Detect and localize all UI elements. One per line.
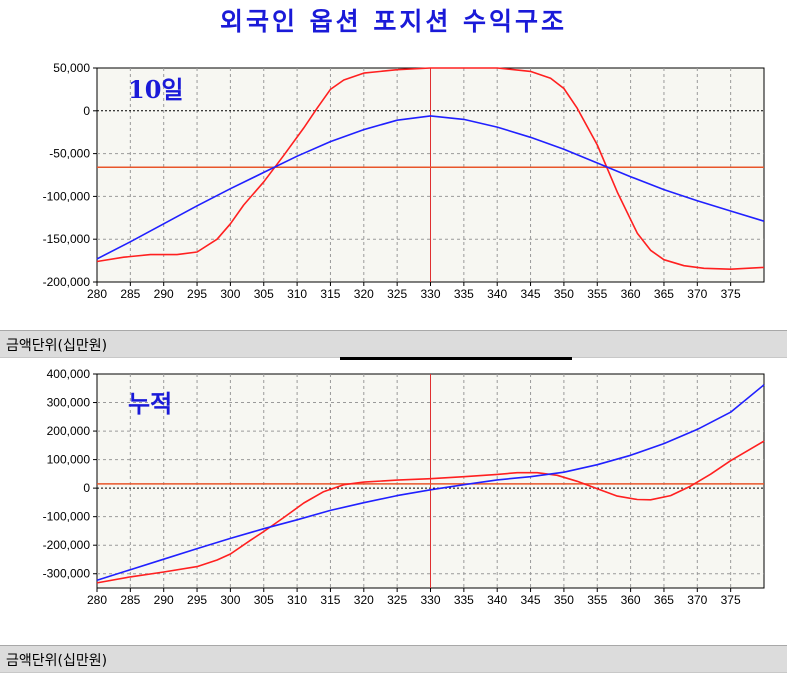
x-tick-label: 295 bbox=[187, 593, 207, 607]
x-tick-label: 295 bbox=[187, 287, 207, 301]
x-tick-label: 360 bbox=[621, 287, 641, 301]
x-tick-label: 370 bbox=[687, 287, 707, 301]
x-tick-label: 315 bbox=[320, 593, 340, 607]
chart-title: 외국인 옵션 포지션 수익구조 bbox=[219, 7, 568, 36]
y-tick-label: -100,000 bbox=[43, 189, 91, 203]
y-tick-label: -300,000 bbox=[43, 567, 91, 581]
x-tick-label: 365 bbox=[654, 287, 674, 301]
y-tick-label: 300,000 bbox=[47, 396, 91, 410]
x-tick-label: 310 bbox=[287, 593, 307, 607]
x-tick-label: 340 bbox=[487, 593, 507, 607]
x-tick-label: 350 bbox=[554, 593, 574, 607]
payoff-chart-cumulative: 280 285 290 295 300 305 310 315 320 325 330 335 340 3… bbox=[43, 367, 765, 607]
x-tick-label: 285 bbox=[120, 287, 140, 301]
payoff-chart-10day: 280 285 290 295 300 305 310 315 320 325 330 335 340 3… bbox=[43, 61, 765, 301]
x-tick-label: 315 bbox=[320, 287, 340, 301]
unit-label: 금액단위(십만원) bbox=[6, 653, 108, 669]
x-tick-label: 325 bbox=[387, 287, 407, 301]
x-tick-label: 375 bbox=[721, 593, 741, 607]
chart-label: 10일 bbox=[128, 75, 183, 104]
series-line-red bbox=[96, 440, 765, 584]
unit-bar-top: 금액단위(십만원) bbox=[0, 330, 787, 358]
x-tick-label: 350 bbox=[554, 287, 574, 301]
x-tick-label: 370 bbox=[687, 593, 707, 607]
divider bbox=[340, 357, 572, 360]
x-tick-label: 365 bbox=[654, 593, 674, 607]
x-tick-label: 355 bbox=[587, 593, 607, 607]
x-tick-label: 305 bbox=[254, 593, 274, 607]
x-tick-label: 290 bbox=[154, 593, 174, 607]
y-tick-label: -200,000 bbox=[43, 275, 91, 289]
x-tick-label: 305 bbox=[254, 287, 274, 301]
x-tick-label: 335 bbox=[454, 287, 474, 301]
y-tick-label: 100,000 bbox=[47, 453, 91, 467]
x-tick-label: 300 bbox=[220, 287, 240, 301]
series-line-blue bbox=[96, 384, 765, 582]
y-tick-label: -100,000 bbox=[43, 510, 91, 524]
series-line-red bbox=[96, 67, 765, 271]
x-tick-label: 290 bbox=[154, 287, 174, 301]
x-tick-label: 280 bbox=[87, 287, 107, 301]
y-tick-label: 50,000 bbox=[53, 61, 90, 75]
x-tick-label: 330 bbox=[420, 593, 440, 607]
x-tick-label: 330 bbox=[420, 287, 440, 301]
chart-label: 누적 bbox=[128, 389, 172, 418]
x-tick-label: 300 bbox=[220, 593, 240, 607]
y-tick-label: -150,000 bbox=[43, 232, 91, 246]
x-tick-label: 335 bbox=[454, 593, 474, 607]
x-tick-label: 325 bbox=[387, 593, 407, 607]
x-tick-label: 375 bbox=[721, 287, 741, 301]
unit-label: 금액단위(십만원) bbox=[6, 338, 108, 354]
x-tick-label: 360 bbox=[621, 593, 641, 607]
x-tick-label: 355 bbox=[587, 287, 607, 301]
x-tick-label: 285 bbox=[120, 593, 140, 607]
x-tick-label: 310 bbox=[287, 287, 307, 301]
x-tick-label: 345 bbox=[521, 287, 541, 301]
y-tick-label: -200,000 bbox=[43, 538, 91, 552]
y-tick-label: 0 bbox=[83, 481, 90, 495]
x-tick-label: 320 bbox=[354, 287, 374, 301]
x-tick-label: 340 bbox=[487, 287, 507, 301]
x-tick-label: 345 bbox=[521, 593, 541, 607]
x-tick-label: 280 bbox=[87, 593, 107, 607]
y-tick-label: 200,000 bbox=[47, 424, 91, 438]
y-tick-label: 0 bbox=[83, 104, 90, 118]
y-tick-label: 400,000 bbox=[47, 367, 91, 381]
x-tick-label: 320 bbox=[354, 593, 374, 607]
y-tick-label: -50,000 bbox=[49, 147, 90, 161]
series-line-blue bbox=[96, 115, 765, 260]
